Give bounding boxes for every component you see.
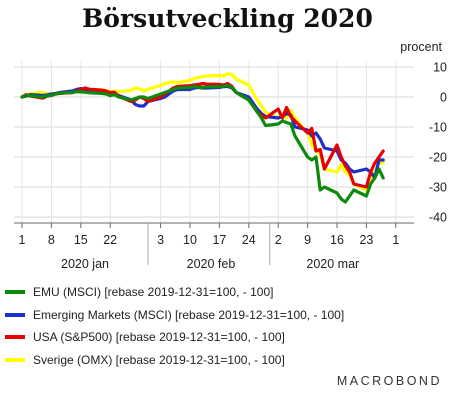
x-tick-label: 23: [359, 233, 373, 247]
legend-label-usa: USA (S&P500) [rebase 2019-12-31=100, - 1…: [33, 330, 285, 345]
legend-item-sverige: Sverige (OMX) [rebase 2019-12-31=100, - …: [5, 349, 344, 372]
y-tick-label: 0: [440, 91, 447, 105]
legend-label-emerging-markets: Emerging Markets (MSCI) [rebase 2019-12-…: [33, 307, 345, 322]
legend-label-sverige: Sverige (OMX) [rebase 2019-12-31=100, - …: [33, 352, 285, 367]
x-tick-label: 8: [48, 233, 55, 247]
x-tick-label: 3: [157, 233, 164, 247]
chart-title: Börsutveckling 2020: [82, 4, 373, 33]
x-tick-label: 9: [304, 233, 311, 247]
macrobond-watermark: MACROBOND: [336, 374, 442, 388]
x-tick-label: 15: [74, 233, 88, 247]
y-tick-label: -40: [429, 211, 447, 225]
x-tick-label: 1: [392, 233, 399, 247]
legend-swatch-emu: [5, 290, 25, 295]
legend-swatch-emerging-markets: [5, 312, 25, 317]
legend-swatch-usa: [5, 335, 25, 340]
x-month-label: 2020 mar: [306, 257, 359, 271]
y-tick-label: -20: [429, 151, 447, 165]
y-tick-label: 10: [433, 61, 447, 75]
x-tick-label: 17: [212, 233, 226, 247]
x-month-label: 2020 jan: [61, 257, 109, 271]
series-line-emerging: [20, 84, 385, 180]
x-tick-label: 22: [103, 233, 117, 247]
x-month-label: 2020 feb: [187, 257, 236, 271]
chart-legend: EMU (MSCI) [rebase 2019-12-31=100, - 100…: [5, 281, 344, 371]
series-line-emu: [20, 83, 385, 204]
y-tick-label: -10: [429, 121, 447, 135]
x-tick-label: 2: [275, 233, 282, 247]
x-tick-label: 24: [242, 233, 256, 247]
legend-item-emu: EMU (MSCI) [rebase 2019-12-31=100, - 100…: [5, 281, 344, 304]
legend-swatch-sverige: [5, 357, 25, 362]
x-tick-label: 1: [19, 233, 26, 247]
x-tick-label: 16: [330, 233, 344, 247]
series-line-usa: [20, 81, 385, 189]
x-tick-label: 10: [183, 233, 197, 247]
legend-item-emerging-markets: Emerging Markets (MSCI) [rebase 2019-12-…: [5, 304, 344, 327]
legend-label-emu: EMU (MSCI) [rebase 2019-12-31=100, - 100…: [33, 285, 274, 300]
y-tick-label: -30: [429, 181, 447, 195]
y-axis-label: procent: [400, 40, 442, 54]
legend-item-usa: USA (S&P500) [rebase 2019-12-31=100, - 1…: [5, 326, 344, 349]
